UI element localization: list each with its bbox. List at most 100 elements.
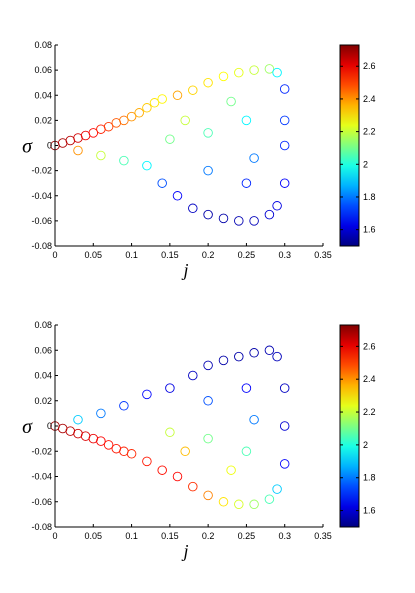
data-point <box>279 140 290 151</box>
data-point <box>149 98 160 108</box>
data-point <box>241 446 252 457</box>
data-point <box>188 481 198 492</box>
data-point <box>73 145 83 156</box>
colorbar-tick-label: 2.6 <box>363 61 376 71</box>
colorbar-tick-label: 2.2 <box>363 127 376 137</box>
data-point <box>241 383 252 393</box>
data-point <box>234 216 244 226</box>
y-tick-label: -0.02 <box>31 446 52 456</box>
data-point <box>165 383 175 393</box>
x-tick-label: 0.25 <box>238 250 256 260</box>
data-point <box>142 103 152 113</box>
y-tick-label: -0.06 <box>31 497 52 507</box>
x-tick-label: 0.2 <box>202 250 215 260</box>
y-tick-label: -0.08 <box>31 522 52 532</box>
y-tick-label: 0.06 <box>34 345 52 355</box>
x-tick-label: 0.15 <box>161 531 179 541</box>
y-tick-label: 0.08 <box>34 320 52 330</box>
data-point <box>103 440 114 450</box>
x-tick-label: 0.15 <box>161 250 179 260</box>
colorbar <box>339 324 360 528</box>
data-point <box>203 209 213 220</box>
data-point <box>279 459 290 469</box>
data-point <box>226 96 236 107</box>
data-point <box>279 383 290 393</box>
y-axis-label: σ <box>22 136 33 158</box>
y-tick-label: 0 <box>47 421 52 431</box>
colorbar-tick-label: 2.4 <box>363 374 376 384</box>
data-point <box>226 465 236 475</box>
data-point <box>165 427 175 438</box>
data-point <box>172 471 183 482</box>
x-tick-label: 0 <box>52 531 57 541</box>
data-point <box>279 115 290 126</box>
data-point <box>126 111 137 122</box>
data-point <box>279 178 290 188</box>
colorbar-tick-label: 2 <box>363 159 368 169</box>
data-point <box>203 128 213 138</box>
data-point <box>249 153 259 163</box>
chart-panel-2: 0 0.05 0.1 0.15 0.2 0.25 0.3 0.35 0.08 0.06 0.04 0.… <box>22 320 375 561</box>
data-point <box>279 84 290 94</box>
x-tick-label: 0.25 <box>238 531 256 541</box>
data-point <box>203 490 213 501</box>
data-point <box>218 71 229 82</box>
data-point <box>180 446 190 457</box>
data-point <box>88 128 99 138</box>
data-point <box>272 201 282 211</box>
y-tick-label: -0.04 <box>31 191 52 201</box>
data-point <box>188 370 198 381</box>
x-axis-label: j <box>181 260 188 280</box>
data-point <box>172 191 183 201</box>
data-point <box>119 155 129 166</box>
y-tick-label: 0.02 <box>34 115 52 125</box>
data-point <box>157 465 167 475</box>
data-point <box>188 85 198 95</box>
data-point <box>234 351 244 362</box>
x-tick-label: 0.05 <box>85 531 103 541</box>
colorbar-tick-label: 2.6 <box>363 341 376 351</box>
scatter-points <box>50 345 290 510</box>
data-point <box>241 178 252 188</box>
x-tick-label: 0.3 <box>278 250 291 260</box>
x-tick-label: 0.35 <box>314 531 332 541</box>
data-point <box>157 94 167 104</box>
data-point <box>96 408 106 419</box>
data-point <box>203 396 213 406</box>
y-tick-label: 0.06 <box>34 65 52 75</box>
data-point <box>103 121 114 132</box>
data-point <box>249 499 259 510</box>
x-tick-label: 0 <box>52 250 57 260</box>
x-tick-label: 0.35 <box>314 250 332 260</box>
colorbar-tick-label: 2.2 <box>363 407 376 417</box>
y-tick-label: -0.04 <box>31 472 52 482</box>
y-tick-label: -0.08 <box>31 241 52 251</box>
data-point <box>249 65 259 75</box>
data-point <box>264 209 275 220</box>
data-point <box>234 499 244 510</box>
data-point <box>218 497 229 507</box>
y-tick-label: 0.04 <box>34 371 52 381</box>
colorbar-tick-label: 1.8 <box>363 473 376 483</box>
data-point <box>142 160 152 171</box>
data-point <box>188 203 198 214</box>
y-tick-label: 0 <box>47 141 52 151</box>
y-tick-label: -0.02 <box>31 166 52 176</box>
scatter-points <box>50 64 290 226</box>
chart-panel-1: 0 0.05 0.1 0.15 0.2 0.25 0.3 0.35 0.08 0.06 0.04 0.… <box>22 40 375 280</box>
data-point <box>241 115 252 126</box>
colorbar <box>339 44 360 247</box>
data-point <box>73 414 83 425</box>
data-point <box>264 345 275 356</box>
data-point <box>218 213 229 224</box>
data-point <box>203 360 213 371</box>
x-tick-label: 0.2 <box>202 531 215 541</box>
y-tick-label: 0.08 <box>34 40 52 50</box>
x-tick-label: 0.3 <box>278 531 291 541</box>
data-point <box>134 108 144 118</box>
data-point <box>264 64 275 74</box>
x-axis-label: j <box>181 541 188 561</box>
colorbar-tick-label: 1.8 <box>363 192 376 202</box>
data-point <box>157 178 167 188</box>
